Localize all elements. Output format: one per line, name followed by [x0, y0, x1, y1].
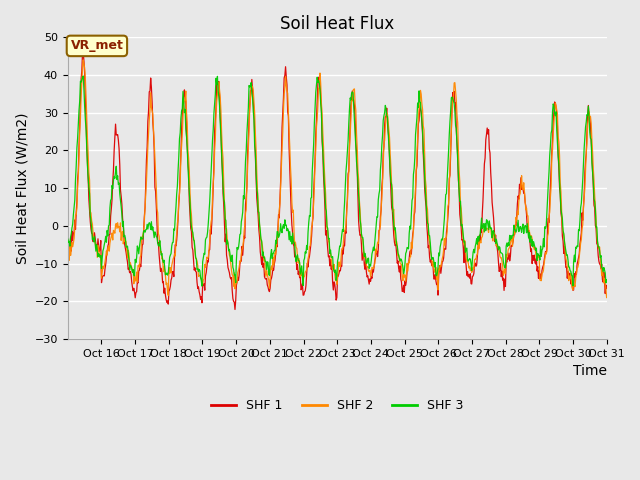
Text: VR_met: VR_met — [70, 39, 124, 52]
Y-axis label: Soil Heat Flux (W/m2): Soil Heat Flux (W/m2) — [15, 112, 29, 264]
Legend: SHF 1, SHF 2, SHF 3: SHF 1, SHF 2, SHF 3 — [206, 394, 468, 417]
X-axis label: Time: Time — [573, 364, 607, 378]
Title: Soil Heat Flux: Soil Heat Flux — [280, 15, 394, 33]
